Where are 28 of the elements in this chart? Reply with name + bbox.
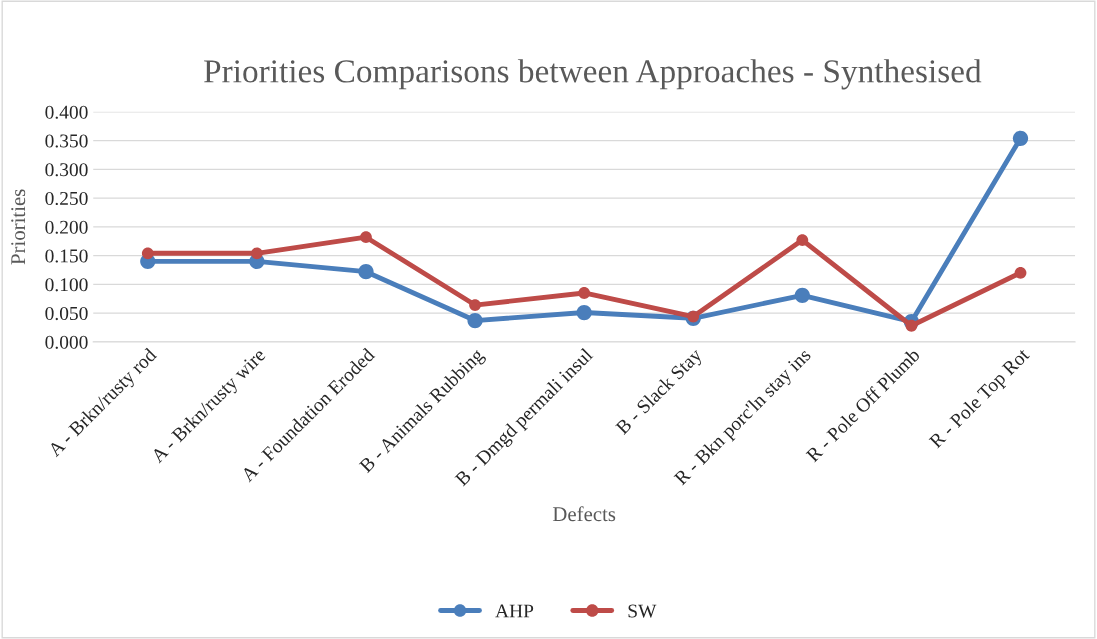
x-axis-title: Defects xyxy=(552,506,616,522)
point xyxy=(360,231,372,244)
legend-label: SW xyxy=(628,604,657,618)
y-tick-label: 0.200 xyxy=(45,220,88,234)
y-tick-label: 0.350 xyxy=(45,134,88,148)
legend-label: AHP xyxy=(495,604,534,618)
point xyxy=(358,264,374,280)
point xyxy=(578,287,591,299)
y-tick-label: 0.050 xyxy=(45,306,88,321)
y-tick-label: 0.400 xyxy=(45,105,88,119)
x-tick-label: R - Pole Top Rot xyxy=(928,346,1033,452)
point xyxy=(141,247,154,260)
point xyxy=(794,287,810,303)
point xyxy=(1014,266,1027,279)
chart-title: Priorities Comparisons between Approaches - Synthesised xyxy=(204,59,982,90)
y-tick-label: 0.100 xyxy=(45,278,88,292)
y-axis-title: Priorities xyxy=(11,189,26,265)
point xyxy=(576,304,592,321)
point xyxy=(250,247,263,260)
point xyxy=(796,234,809,246)
point xyxy=(905,319,918,332)
point xyxy=(1012,130,1029,146)
y-tick-label: 0.150 xyxy=(45,249,88,263)
y-tick-label: 0.300 xyxy=(45,163,88,177)
y-tick-label: 0.000 xyxy=(45,335,88,349)
point xyxy=(469,299,481,311)
point xyxy=(467,312,483,329)
y-tick-label: 0.250 xyxy=(45,191,88,206)
